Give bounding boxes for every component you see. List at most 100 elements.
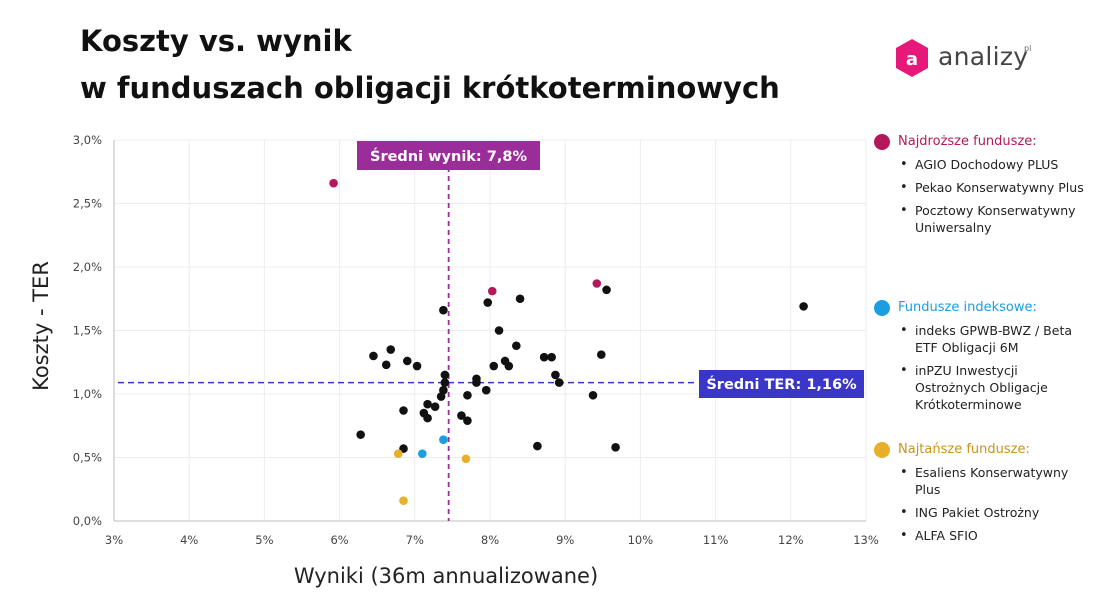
y-tick-label: 2,5% (73, 197, 102, 211)
slide-title-line-2: w funduszach obligacji krótkoterminowych (80, 71, 780, 105)
legend-header: Fundusze indeksowe: (872, 296, 1092, 318)
y-axis-title: Koszty - TER (29, 261, 53, 391)
reference-lines: Średni wynik: 7,8% Średni TER: 1,16% (118, 141, 864, 521)
analizy-logo: a analizy pl (894, 38, 1054, 80)
legend-item: indeks GPWB-BWZ / Beta ETF Obligacji 6M (872, 322, 1092, 356)
data-point-other (440, 370, 450, 380)
data-point-other (457, 411, 466, 420)
legend-label-index: Fundusze indeksowe: (898, 300, 1037, 315)
data-point-other (588, 390, 598, 400)
data-point-expensive (487, 286, 497, 296)
data-point-other (494, 326, 504, 335)
x-tick-label: 10% (628, 533, 654, 547)
legend-dot-cheap (874, 442, 890, 458)
data-point-index (418, 449, 427, 458)
legend-item: ING Pakiet Ostrożny (872, 504, 1092, 521)
data-point-other (481, 385, 491, 395)
legend-label-expensive: Najdroższe fundusze: (898, 134, 1037, 149)
data-point-other (547, 352, 556, 362)
x-tick-label: 9% (556, 533, 574, 547)
data-point-other (439, 385, 448, 395)
data-point-other (356, 430, 365, 439)
legend-item: Pekao Konserwatywny Plus (872, 179, 1092, 196)
legend-dot-expensive (874, 134, 890, 150)
data-point-other (440, 378, 450, 387)
data-point-other (602, 285, 611, 295)
data-point-other (399, 406, 408, 415)
legend-item: ALFA SFIO (872, 527, 1092, 544)
mean-ter-label: Średni TER: 1,16% (706, 375, 857, 393)
mean-result-label: Średni wynik: 7,8% (370, 147, 527, 165)
data-point-other (551, 370, 560, 380)
x-tick-label: 8% (481, 533, 499, 547)
y-tick-label: 1,0% (73, 387, 102, 401)
data-point-other (611, 443, 620, 452)
x-tick-label: 4% (180, 533, 198, 547)
data-point-other (412, 361, 422, 371)
logo-letter: a (906, 49, 918, 70)
data-point-expensive (329, 178, 338, 188)
data-point-index (439, 435, 448, 445)
data-point-other (439, 305, 448, 315)
data-point-other (386, 345, 396, 354)
y-tick-label: 3,0% (73, 133, 102, 147)
x-tick-label: 6% (330, 533, 348, 547)
data-point-other (533, 441, 542, 451)
data-point-other (512, 341, 521, 351)
slide-title: Koszty vs. wynik w funduszach obligacji … (80, 18, 780, 112)
data-point-other (381, 360, 391, 370)
legend-group-index: Fundusze indeksowe: indeks GPWB-BWZ / Be… (872, 296, 1092, 419)
data-point-other (463, 390, 472, 400)
data-point-other (423, 399, 432, 409)
data-point-cheap (393, 449, 403, 458)
data-point-other (483, 298, 493, 307)
logo-hexagon (896, 39, 928, 77)
data-point-other (402, 356, 412, 366)
y-tick-label: 0,0% (73, 514, 102, 528)
axes: 3% 4% 5% 6% 7% 8% 9% 10% 11% 12% 13%0,0%0,5%1,0%1,… (73, 133, 879, 547)
y-tick-label: 0,5% (73, 451, 102, 465)
x-tick-label: 12% (778, 533, 804, 547)
data-point-other (369, 351, 378, 361)
logo-superscript: pl (1024, 44, 1032, 53)
legend-item: Esaliens Konserwatywny Plus (872, 464, 1092, 498)
logo-wordmark: analizy (938, 42, 1029, 71)
data-point-other (539, 352, 549, 362)
data-point-other (596, 350, 606, 359)
data-point-other (554, 378, 564, 387)
data-point-other (515, 294, 525, 304)
data-point-expensive (592, 279, 602, 288)
mean-result-label-box (357, 141, 540, 170)
legend-item: inPZU Inwestycji Ostrożnych Obligacje Kr… (872, 362, 1092, 413)
legend-item: Pocztowy Konserwatywny Uniwersalny (872, 202, 1092, 236)
legend-group-cheap: Najtańsze fundusze: Esaliens Konserwatyw… (872, 438, 1092, 550)
x-axis-title: Wyniki (36m annualizowane) (294, 564, 598, 588)
data-point-other (463, 416, 472, 425)
legend-group-expensive: Najdroższe fundusze: AGIO Dochodowy PLUS… (872, 130, 1092, 242)
data-point-cheap (399, 496, 408, 505)
y-tick-label: 1,5% (73, 324, 102, 338)
legend-item: AGIO Dochodowy PLUS (872, 156, 1092, 173)
data-point-other (472, 378, 481, 387)
legend-header: Najdroższe fundusze: (872, 130, 1092, 152)
data-point-cheap (461, 454, 471, 464)
data-point-other (504, 361, 514, 371)
y-tick-label: 2,0% (73, 260, 102, 274)
x-tick-label: 11% (703, 533, 729, 547)
analizy-logo-icon: a (896, 39, 928, 77)
legend-header: Najtańsze fundusze: (872, 438, 1092, 460)
data-point-other (489, 361, 499, 371)
x-tick-label: 3% (105, 533, 123, 547)
slide-title-line-1: Koszty vs. wynik (80, 24, 352, 58)
data-point-other (430, 402, 440, 412)
mean-ter-label-box (699, 370, 864, 398)
data-point-other (799, 302, 808, 311)
x-tick-label: 5% (255, 533, 273, 547)
legend-dot-index (874, 300, 890, 316)
data-point-other (423, 413, 432, 423)
data-points (329, 178, 808, 505)
x-tick-label: 7% (406, 533, 424, 547)
legend-label-cheap: Najtańsze fundusze: (898, 442, 1030, 457)
grid-lines (113, 139, 867, 522)
